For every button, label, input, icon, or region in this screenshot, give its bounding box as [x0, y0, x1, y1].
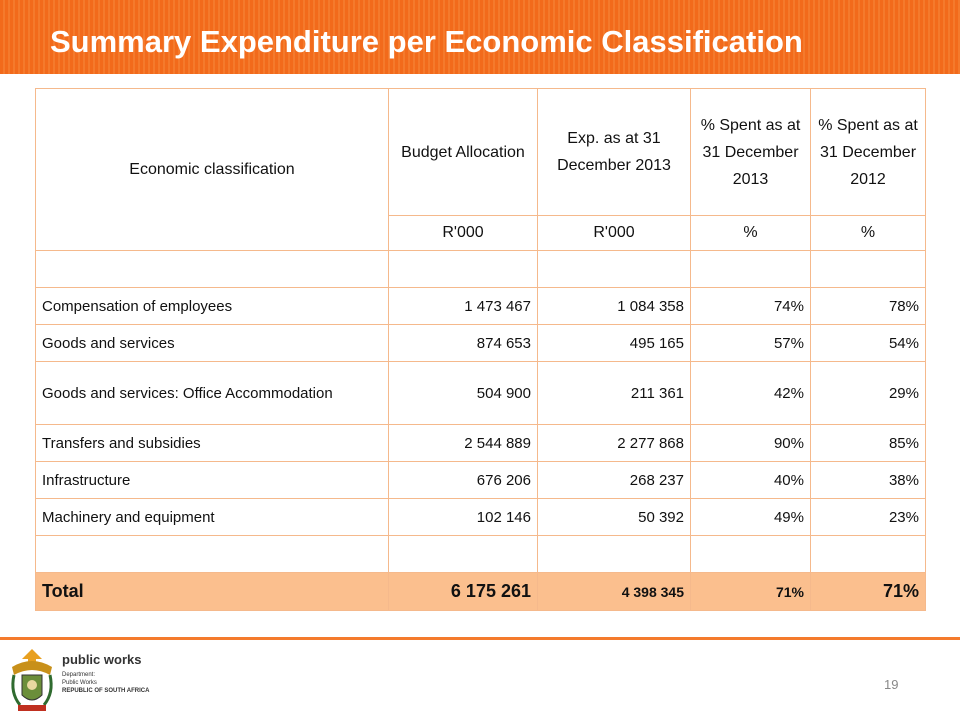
- table-cell: 2 544 889: [388, 424, 538, 462]
- total-cell: 6 175 261: [388, 572, 538, 611]
- table-cell: 90%: [690, 424, 811, 462]
- unit-cell: R'000: [537, 215, 691, 251]
- table-cell: 49%: [690, 498, 811, 536]
- table-row: Infrastructure 676 206 268 237 40% 38%: [35, 461, 926, 499]
- table-cell: 874 653: [388, 324, 538, 362]
- table-cell: 38%: [810, 461, 926, 499]
- unit-cell: %: [810, 215, 926, 251]
- table-row: Goods and services 874 653 495 165 57% 54%: [35, 324, 926, 362]
- logo-line: REPUBLIC OF SOUTH AFRICA: [62, 688, 150, 694]
- table-cell: 2 277 868: [537, 424, 691, 462]
- slide-title: Summary Expenditure per Economic Classif…: [50, 24, 803, 59]
- column-header: Economic classification: [35, 88, 389, 251]
- page-number: 19: [884, 677, 899, 692]
- unit-cell: R'000: [388, 215, 538, 251]
- column-header: % Spent as at 31 December 2012: [810, 88, 926, 216]
- total-cell: 4 398 345: [537, 572, 691, 611]
- table-cell: 57%: [690, 324, 811, 362]
- table-row: Goods and services: Office Accommodation…: [35, 361, 926, 425]
- table-cell: 1 473 467: [388, 287, 538, 325]
- table-row: [35, 250, 926, 288]
- title-bar: [0, 0, 960, 74]
- empty-cell: [35, 250, 389, 288]
- empty-cell: [537, 535, 691, 573]
- table-cell: 74%: [690, 287, 811, 325]
- table-row: Total 6 175 261 4 398 345 71% 71%: [35, 572, 926, 611]
- empty-cell: [690, 535, 811, 573]
- logo-line: Department:: [62, 672, 96, 678]
- row-label: Infrastructure: [35, 461, 389, 499]
- table-cell: 50 392: [537, 498, 691, 536]
- row-label: Goods and services: Office Accommodation: [35, 361, 389, 425]
- table-cell: 504 900: [388, 361, 538, 425]
- total-cell: 71%: [690, 572, 811, 611]
- empty-cell: [690, 250, 811, 288]
- table-cell: 40%: [690, 461, 811, 499]
- row-label: Machinery and equipment: [35, 498, 389, 536]
- coat-of-arms: [11, 649, 53, 711]
- table-row: Economic classification Budget Allocation…: [35, 88, 926, 251]
- empty-cell: [388, 250, 538, 288]
- table-cell: 1 084 358: [537, 287, 691, 325]
- total-label: Total: [35, 572, 389, 611]
- logo-name: public works: [62, 652, 142, 667]
- empty-cell: [810, 250, 926, 288]
- unit-cell: %: [690, 215, 811, 251]
- table-row: Transfers and subsidies 2 544 889 2 277 86…: [35, 424, 926, 462]
- empty-cell: [388, 535, 538, 573]
- table-row: Compensation of employees 1 473 467 1 084 …: [35, 287, 926, 325]
- table-cell: 211 361: [537, 361, 691, 425]
- table-cell: 268 237: [537, 461, 691, 499]
- column-header: Exp. as at 31 December 2013: [537, 88, 691, 216]
- row-label: Transfers and subsidies: [35, 424, 389, 462]
- logo-line: Public Works: [62, 680, 97, 686]
- empty-cell: [35, 535, 389, 573]
- row-label: Compensation of employees: [35, 287, 389, 325]
- row-label: Goods and services: [35, 324, 389, 362]
- table-cell: 676 206: [388, 461, 538, 499]
- total-cell: 71%: [810, 572, 926, 611]
- empty-cell: [810, 535, 926, 573]
- table-row: Machinery and equipment 102 146 50 392 49% 2…: [35, 498, 926, 536]
- table-cell: 23%: [810, 498, 926, 536]
- table-row: [35, 535, 926, 573]
- table-cell: 42%: [690, 361, 811, 425]
- table-cell: 85%: [810, 424, 926, 462]
- table-cell: 29%: [810, 361, 926, 425]
- expenditure-table: Economic classification Budget Allocation…: [35, 88, 926, 611]
- empty-cell: [537, 250, 691, 288]
- table-row: R'000 R'000%%: [36, 215, 926, 251]
- column-header: % Spent as at 31 December 2013: [690, 88, 811, 216]
- table-cell: 78%: [810, 287, 926, 325]
- table-cell: 102 146: [388, 498, 538, 536]
- column-header: Budget Allocation: [388, 88, 538, 216]
- table-cell: 495 165: [537, 324, 691, 362]
- table-cell: 54%: [810, 324, 926, 362]
- footer-rule: [0, 637, 960, 640]
